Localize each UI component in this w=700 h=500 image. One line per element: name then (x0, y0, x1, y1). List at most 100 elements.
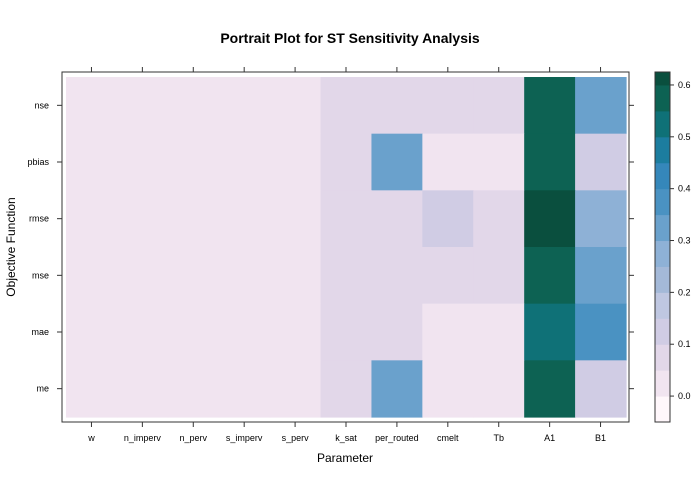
x-axis-label: Parameter (317, 451, 373, 465)
heatmap-cell-nse-k_sat (320, 77, 373, 135)
colorbar-segment (655, 370, 670, 397)
heatmap-cell-mse-A1 (524, 247, 576, 305)
heatmap-cell-mae-Tb (473, 303, 525, 361)
heatmap-cell-pbias-Tb (473, 133, 525, 191)
heatmap-cell-me-s_imperv (218, 360, 271, 418)
colorbar-segment (655, 396, 670, 423)
heatmap-cell-nse-s_imperv (218, 77, 271, 135)
heatmap-cell-pbias-s_perv (269, 133, 322, 191)
x-tick-label: n_perv (180, 433, 208, 443)
heatmap-cell-pbias-cmelt (422, 133, 474, 191)
colorbar-segment (655, 110, 670, 138)
y-tick-label: mse (32, 270, 49, 280)
heatmap-cell-me-A1 (524, 360, 576, 418)
heatmap-cell-mse-per_routed (371, 247, 423, 305)
heatmap-cell-me-k_sat (320, 360, 373, 418)
x-tick-label: Tb (493, 433, 504, 443)
heatmap-cell-mse-w (66, 247, 118, 305)
heatmap-cell-pbias-A1 (524, 133, 576, 191)
x-tick-label: cmelt (437, 433, 459, 443)
colorbar-segment (655, 344, 670, 371)
colorbar-segment (655, 318, 670, 345)
heatmap-cell-nse-n_perv (167, 77, 220, 135)
heatmap-cell-mse-n_perv (167, 247, 220, 305)
heatmap-cell-pbias-n_perv (167, 133, 220, 191)
heatmap-cell-me-w (66, 360, 118, 418)
colorbar-segment (655, 266, 670, 293)
colorbar-segment (655, 240, 670, 267)
heatmap-cell-me-cmelt (422, 360, 474, 418)
heatmap-cell-rmse-k_sat (320, 190, 373, 248)
colorbar-segment (655, 162, 670, 190)
heatmap-cell-mae-k_sat (320, 303, 373, 361)
heatmap-cell-rmse-s_imperv (218, 190, 271, 248)
heatmap-cell-nse-Tb (473, 77, 525, 135)
y-tick-label: nse (34, 100, 49, 110)
x-tick-label: per_routed (375, 433, 419, 443)
colorbar-frame (654, 71, 671, 423)
heatmap-cell-mse-s_perv (269, 247, 322, 305)
y-tick-label: rmse (29, 214, 49, 224)
heatmap-cell-mae-A1 (524, 303, 576, 361)
heatmap-cell-pbias-k_sat (320, 133, 373, 191)
x-axis: w n_imperv n_perv s_imperv s_perv k_sat per_ro… (87, 67, 606, 443)
heatmap-cell-nse-w (66, 77, 118, 135)
y-axis-label: Objective Function (4, 197, 18, 296)
heatmap-cell-mse-B1 (575, 247, 627, 305)
x-tick-label: k_sat (335, 433, 357, 443)
heatmap-cell-me-s_perv (269, 360, 322, 418)
heatmap-cell-mae-n_perv (167, 303, 220, 361)
heatmap-cell-me-n_imperv (116, 360, 169, 418)
colorbar-segment (655, 292, 670, 319)
y-tick-label: pbias (27, 157, 49, 167)
colorbar-tick-label: 0.6 (678, 80, 691, 90)
x-tick-label: B1 (595, 433, 606, 443)
heatmap-cell-pbias-B1 (575, 133, 627, 191)
colorbar-segment (655, 84, 670, 112)
heatmap-cell-mae-cmelt (422, 303, 474, 361)
heatmap-cell-nse-B1 (575, 77, 627, 135)
heatmap-cell-mse-k_sat (320, 247, 373, 305)
heatmap-cell-pbias-s_imperv (218, 133, 271, 191)
y-tick-label: mae (31, 327, 49, 337)
x-tick-label: s_perv (282, 433, 310, 443)
x-tick-label: s_imperv (226, 433, 263, 443)
heatmap-cell-nse-per_routed (371, 77, 423, 135)
heatmap-cell-rmse-n_imperv (116, 190, 169, 248)
heatmap-cell-nse-A1 (524, 77, 576, 135)
heatmap-cell-rmse-s_perv (269, 190, 322, 248)
heatmap-cell-mse-s_imperv (218, 247, 271, 305)
colorbar-tick-label: 0.3 (678, 236, 691, 246)
chart-title: Portrait Plot for ST Sensitivity Analysi… (220, 30, 480, 46)
colorbar-tick-label: 0.1 (678, 339, 691, 349)
heatmap-cell-rmse-per_routed (371, 190, 423, 248)
heatmap-cell-nse-cmelt (422, 77, 474, 135)
x-tick-label: A1 (544, 433, 555, 443)
x-tick-label: n_imperv (124, 433, 162, 443)
heatmap-cell-me-B1 (575, 360, 627, 418)
colorbar-segment (655, 72, 670, 86)
heatmap-cell-nse-n_imperv (116, 77, 169, 135)
heatmap-cell-rmse-A1 (524, 190, 576, 248)
heatmap-cell-rmse-B1 (575, 190, 627, 248)
heatmap-cell-me-per_routed (371, 360, 423, 418)
heatmap-cell-rmse-cmelt (422, 190, 474, 248)
heatmap-cells (66, 77, 627, 418)
heatmap-cell-rmse-Tb (473, 190, 525, 248)
heatmap-cell-mae-s_perv (269, 303, 322, 361)
heatmap-cell-mae-s_imperv (218, 303, 271, 361)
y-axis: nse pbias rmse mse mae me (27, 100, 634, 394)
heatmap-cell-me-n_perv (167, 360, 220, 418)
heatmap-cell-mse-Tb (473, 247, 525, 305)
x-tick-label: w (87, 433, 95, 443)
heatmap-cell-pbias-n_imperv (116, 133, 169, 191)
heatmap-cell-mae-w (66, 303, 118, 361)
heatmap-cell-pbias-w (66, 133, 118, 191)
heatmap-cell-me-Tb (473, 360, 525, 418)
heatmap-cell-mae-n_imperv (116, 303, 169, 361)
heatmap-cell-mse-cmelt (422, 247, 474, 305)
colorbar-segment (655, 136, 670, 164)
heatmap-cell-nse-s_perv (269, 77, 322, 135)
colorbar-segment (655, 214, 670, 242)
